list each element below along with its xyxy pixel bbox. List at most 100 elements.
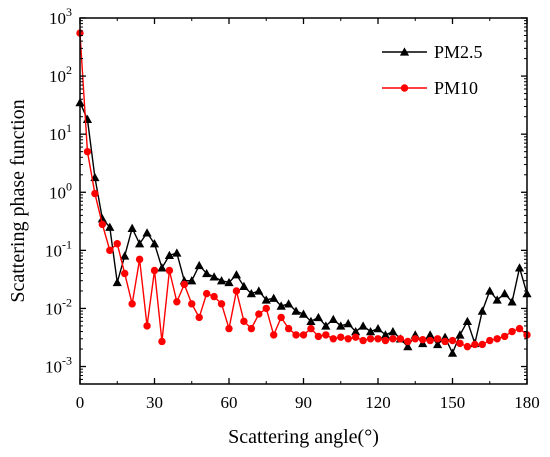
data-point <box>328 314 338 323</box>
data-point <box>381 336 390 345</box>
data-point <box>314 332 323 341</box>
data-point <box>135 255 144 264</box>
y-tick-label: 101 <box>49 121 72 144</box>
y-tick-label: 10-3 <box>45 354 72 377</box>
data-point <box>365 326 376 336</box>
data-point <box>477 306 487 315</box>
data-point <box>329 335 337 343</box>
data-point <box>113 240 121 248</box>
y-tick-label: 103 <box>49 5 72 28</box>
data-point <box>217 300 226 308</box>
data-point <box>486 336 494 345</box>
data-point <box>195 313 203 322</box>
legend-label: PM2.5 <box>434 42 483 62</box>
data-point <box>344 335 352 343</box>
data-point <box>106 246 114 255</box>
plot-area <box>75 29 532 357</box>
data-point <box>321 321 331 330</box>
y-tick-label: 10-1 <box>45 237 72 260</box>
data-point <box>82 114 93 124</box>
data-point <box>247 324 256 333</box>
data-point <box>343 318 353 328</box>
data-point <box>246 289 256 298</box>
data-point <box>374 335 382 343</box>
data-point <box>202 289 211 298</box>
data-point <box>441 337 449 346</box>
data-point <box>262 304 270 313</box>
data-point <box>500 332 509 341</box>
data-point <box>284 324 293 333</box>
y-tick-label: 100 <box>49 179 72 202</box>
data-point <box>322 331 330 339</box>
data-point <box>425 330 435 339</box>
data-point <box>403 342 413 351</box>
data-point <box>514 263 525 272</box>
series-pm2-5 <box>75 97 532 357</box>
data-point <box>404 337 412 346</box>
data-point <box>456 339 464 348</box>
data-point <box>492 295 502 304</box>
data-point <box>366 335 375 343</box>
data-point <box>120 251 130 260</box>
data-point <box>359 336 367 345</box>
data-point <box>187 276 197 285</box>
x-tick-label: 150 <box>440 393 466 412</box>
data-point <box>112 277 122 287</box>
data-point <box>210 292 218 301</box>
data-point <box>485 286 495 295</box>
data-point <box>254 286 264 295</box>
data-point <box>97 214 107 223</box>
data-point <box>270 331 278 339</box>
data-point <box>396 335 405 343</box>
data-point <box>433 335 442 343</box>
data-point <box>411 335 419 343</box>
data-point <box>105 222 115 231</box>
data-point <box>447 348 458 357</box>
data-point <box>269 293 279 302</box>
data-point <box>373 323 383 333</box>
data-point <box>127 223 137 232</box>
data-point <box>507 297 517 306</box>
data-point <box>307 324 315 333</box>
series-pm10 <box>76 29 531 351</box>
data-point <box>358 321 368 330</box>
data-point <box>224 277 234 287</box>
data-point <box>351 326 361 336</box>
data-point <box>135 239 145 248</box>
data-point <box>292 331 300 339</box>
data-point <box>388 326 398 336</box>
data-point <box>419 335 427 344</box>
data-point <box>478 340 486 349</box>
data-point <box>462 316 472 325</box>
data-point <box>500 289 510 298</box>
x-tick-label: 30 <box>146 393 163 412</box>
data-point <box>173 298 181 306</box>
data-point <box>336 321 346 330</box>
data-point <box>255 310 263 318</box>
data-point <box>165 266 174 275</box>
data-point <box>240 317 248 326</box>
data-point <box>433 339 443 349</box>
data-point <box>216 276 227 285</box>
data-point <box>98 220 107 229</box>
x-axis: 0 30 60 90 120 150 180 <box>76 18 540 412</box>
data-point <box>351 333 360 341</box>
data-point <box>239 281 249 291</box>
data-point <box>380 330 391 339</box>
data-point <box>202 268 212 278</box>
data-point <box>508 327 516 336</box>
x-tick-label: 120 <box>365 393 391 412</box>
x-tick-label: 0 <box>76 393 85 412</box>
data-point <box>389 335 397 343</box>
data-point <box>463 342 472 351</box>
legend: PM2.5 PM10 <box>382 42 483 98</box>
data-point <box>426 336 434 345</box>
data-point <box>225 324 233 333</box>
data-point <box>128 300 136 308</box>
y-axis-title: Scattering phase function <box>7 99 29 302</box>
x-axis-title: Scattering angle(°) <box>228 426 379 448</box>
data-point <box>188 300 196 308</box>
data-point <box>493 335 501 343</box>
data-point <box>299 331 308 339</box>
